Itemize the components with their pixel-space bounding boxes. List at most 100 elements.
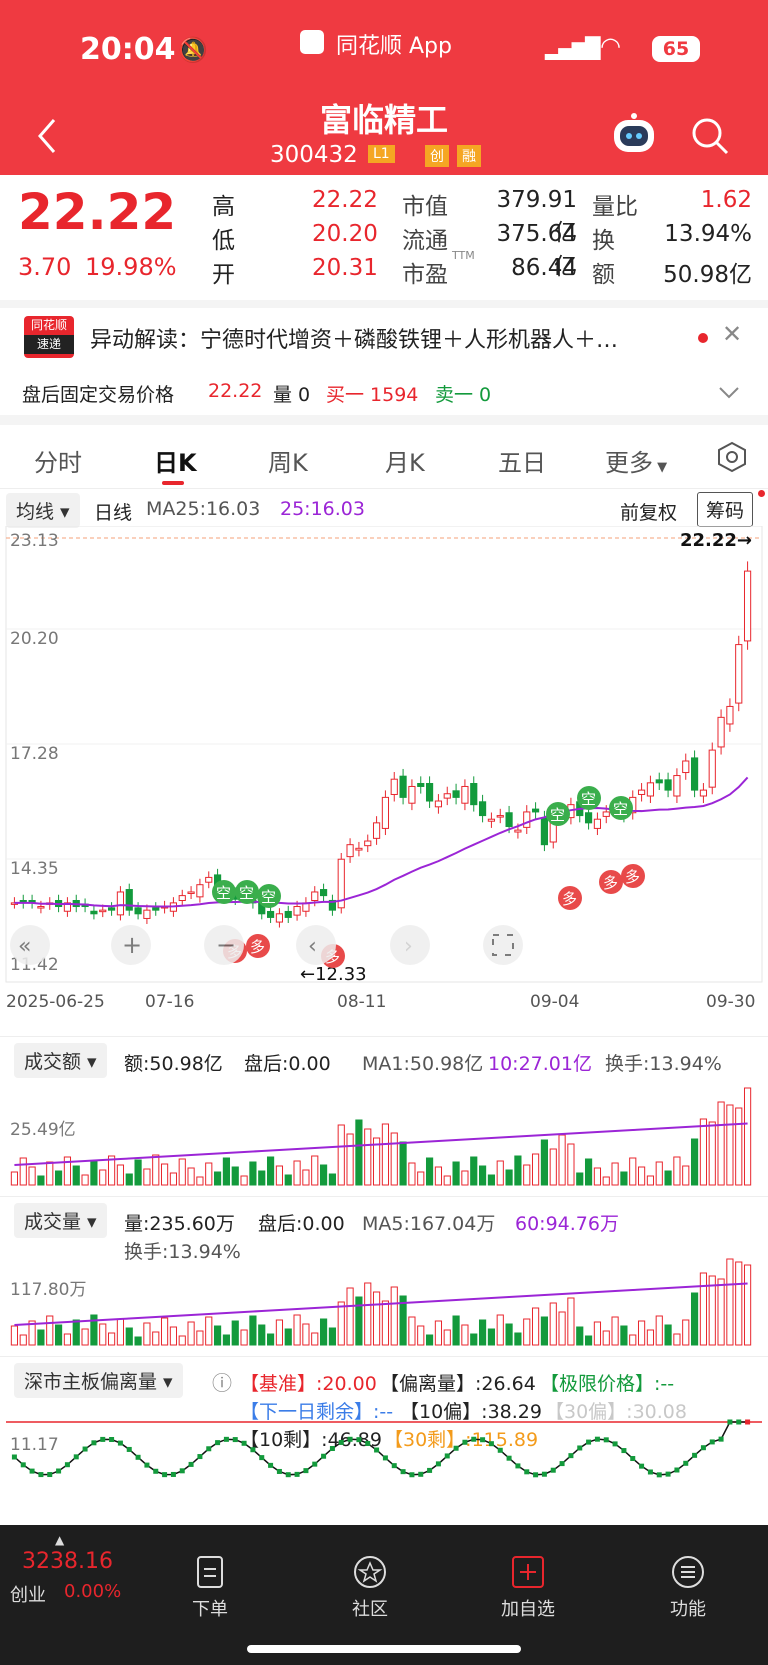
volume-bar [169, 1172, 178, 1186]
signal-kong [235, 880, 259, 904]
deviation-point [64, 1462, 70, 1468]
index-value[interactable]: 3238.16 [22, 1549, 113, 1574]
adjust-toggle[interactable]: 前复权 [620, 502, 678, 524]
volume-bar [735, 1107, 743, 1186]
quote-panel: 22.22 3.70 19.98% 高 22.22 市值 379.91亿 量比 1.62 … [0, 175, 768, 300]
deviation-point [524, 1469, 530, 1475]
volume-bar [302, 1169, 310, 1186]
help-icon[interactable]: ⓘ [212, 1371, 232, 1395]
deviation-point [718, 1436, 724, 1442]
deviation-point [594, 1436, 600, 1442]
deviation-point [621, 1448, 627, 1454]
date-3: 09-04 [530, 992, 579, 1012]
volume-bar [664, 1324, 672, 1346]
deviation-point [533, 1472, 539, 1478]
tab-more[interactable]: 更多 ▼ [605, 449, 668, 477]
back-icon[interactable] [34, 116, 58, 156]
volume-bar [505, 1323, 513, 1346]
tab-fenshi[interactable]: 分时 [34, 449, 82, 477]
volume-bar [434, 1166, 443, 1186]
deviation-point [391, 1463, 397, 1469]
candle-body [425, 783, 434, 802]
nav-community[interactable]: 社区 [315, 1555, 425, 1621]
high-marker: 22.22→ [680, 530, 752, 551]
signal-kong [212, 880, 236, 904]
volume-bar [576, 1172, 584, 1186]
volume-bar [311, 1332, 319, 1346]
price-change-pct: 19.98% [85, 253, 177, 281]
volume-bar [143, 1322, 151, 1346]
svg-text:多: 多 [625, 868, 640, 886]
news-banner[interactable]: 同花顺 速递 异动解读：宁德时代增资＋磷酸铁锂＋人形机器人＋… ✕ [0, 300, 768, 364]
volume-bar [178, 1158, 186, 1186]
kline-chart[interactable]: 23.13 20.20 17.28 14.35 11.42 22.22→ ←12… [0, 526, 768, 1016]
svg-text:多: 多 [562, 890, 577, 908]
candle-body [355, 847, 363, 851]
ma-dropdown[interactable]: 均线 ▾ [6, 493, 80, 528]
volume-bar [249, 1315, 257, 1346]
deviation-dropdown[interactable]: 深市主板偏离量 ▾ [14, 1363, 183, 1398]
candle-body [443, 793, 451, 799]
tab-monthly-k[interactable]: 月K [385, 449, 425, 477]
deviation-point [241, 1440, 247, 1446]
volume-bar [152, 1154, 160, 1186]
volume-bar [160, 1317, 169, 1346]
volume-bar [408, 1162, 416, 1186]
nav-order[interactable]: 下单 [155, 1555, 265, 1621]
candle-body [434, 800, 443, 808]
volume-bar [37, 1175, 45, 1186]
volume-bar [364, 1282, 372, 1346]
tab-five-day[interactable]: 五日 [498, 449, 546, 477]
volume-bar [549, 1148, 557, 1186]
close-icon[interactable]: ✕ [722, 320, 743, 348]
robot-assistant-icon[interactable] [610, 112, 658, 156]
candle-body [328, 899, 337, 911]
deviation-point [188, 1461, 194, 1467]
afterhours-row[interactable]: 盘后固定交易价格 22.22 量 0 买一 1594 卖一 0 [0, 372, 768, 412]
volume-bar [593, 1167, 602, 1186]
volume-bar [284, 1174, 292, 1186]
news-logo: 同花顺 速递 [24, 316, 74, 358]
deviation-panel: 深市主板偏离量 ▾ ⓘ 【基准】:20.00 【偏离量】:26.64 【极限价格… [0, 1356, 768, 1506]
svg-text:空: 空 [261, 888, 276, 906]
search-icon[interactable] [690, 116, 730, 156]
deviation-point [82, 1446, 88, 1452]
deviation-point [56, 1468, 62, 1474]
volume-bar [655, 1161, 663, 1186]
volume-dropdown[interactable]: 成交量 ▾ [14, 1203, 107, 1238]
deviation-point [550, 1467, 556, 1473]
candle-body [311, 891, 319, 902]
volume-bar [646, 1329, 655, 1346]
svg-text:空: 空 [550, 806, 565, 824]
candle-body [346, 844, 354, 858]
chevron-down-icon[interactable] [718, 386, 740, 400]
volume-bar [452, 1161, 460, 1186]
svg-text:空: 空 [581, 790, 596, 808]
zoom-controls[interactable]: « + − ‹ › [10, 925, 523, 965]
deviation-point [639, 1463, 645, 1469]
candle-body [37, 906, 45, 909]
volume-bar [240, 1175, 248, 1186]
candle-body [337, 858, 345, 909]
tab-daily-k[interactable]: 日K [154, 449, 197, 477]
deviation-point [356, 1437, 362, 1443]
tab-weekly-k[interactable]: 周K [268, 449, 308, 477]
volume-bar [743, 1264, 752, 1346]
chip-button[interactable]: 筹码 [697, 492, 754, 527]
deviation-point [409, 1472, 415, 1478]
volume-bar [337, 1301, 345, 1346]
volume-bar [187, 1167, 195, 1186]
settings-hex-icon[interactable] [716, 441, 748, 473]
chuang-tag: 创 [425, 145, 449, 167]
deviation-point [126, 1446, 132, 1452]
deviation-point [223, 1436, 229, 1442]
volume-bar [205, 1316, 213, 1346]
volume-bars [10, 1258, 752, 1346]
nav-functions[interactable]: 功能 [633, 1555, 743, 1621]
amount-dropdown[interactable]: 成交额 ▾ [14, 1043, 107, 1078]
deviation-point [232, 1437, 238, 1443]
volume-bar [629, 1157, 637, 1186]
candle-body [708, 749, 716, 788]
amount-panel: 成交额 ▾ 额:50.98亿 盘后:0.00 MA1:50.98亿 10:27.… [0, 1036, 768, 1186]
nav-add-watchlist[interactable]: 加自选 [473, 1555, 583, 1621]
